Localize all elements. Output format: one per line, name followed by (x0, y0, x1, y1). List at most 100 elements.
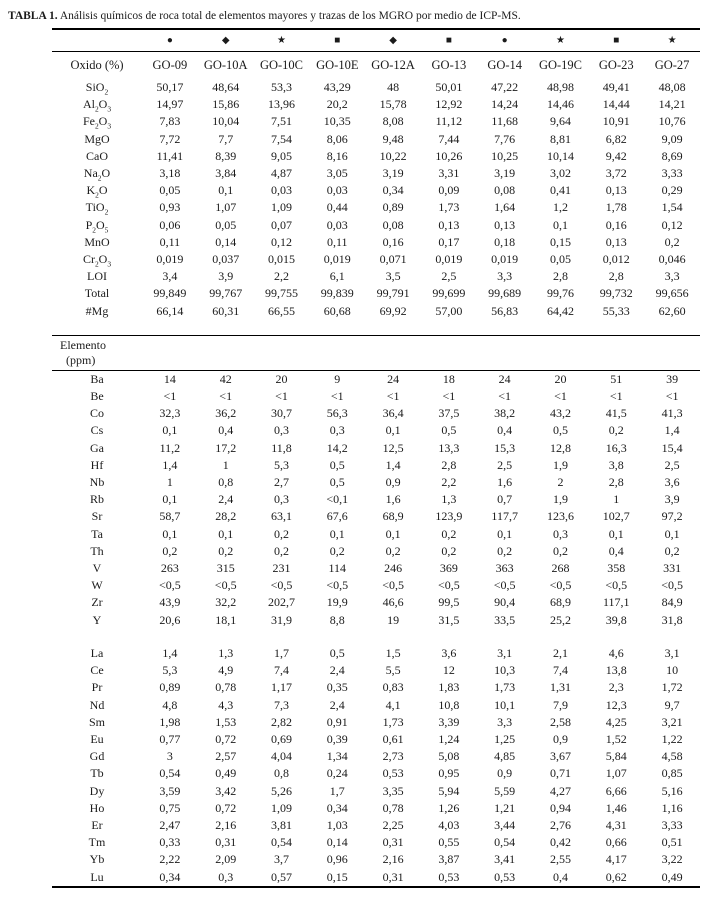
value-cell: 36,4 (382, 406, 404, 421)
value-cell: 11,41 (156, 148, 184, 163)
value-cell: 0,2 (162, 543, 178, 558)
value-cell: 0,41 (549, 183, 571, 198)
table-row: Y 20,6 18,1 31,9 8,8 19 31,5 33,5 25,2 39,8 31,8 (52, 612, 700, 629)
value-cell: 0,13 (494, 217, 516, 232)
value-cell: 0,83 (382, 680, 404, 695)
value-cell: 3,18 (159, 166, 181, 181)
value-cell: 4,1 (385, 697, 401, 712)
sample-symbol-icon: ● (476, 28, 533, 52)
table-row: Ce 5,3 4,9 7,4 2,4 5,5 12 10,3 7,4 13,8 10 (52, 662, 700, 679)
value-cell: <0,5 (493, 578, 516, 593)
value-cell: <0,5 (437, 578, 460, 593)
value-cell: 3,22 (661, 852, 683, 867)
table-row: Al2O3 14,97 15,86 13,96 20,2 15,78 12,92 14,24 1… (52, 96, 700, 113)
value-cell: 0,019 (491, 252, 519, 267)
value-cell: 1,34 (326, 749, 348, 764)
value-cell: 0,08 (494, 183, 516, 198)
value-cell: 84,9 (661, 595, 683, 610)
value-cell: 0,93 (159, 200, 181, 215)
row-label: Sr (91, 509, 103, 524)
value-cell: 9,7 (664, 697, 680, 712)
table-row: Lu 0,34 0,3 0,57 0,15 0,31 0,53 0,53 0,4 0,62 0,49 (52, 868, 700, 888)
table-row: Fe2O3 7,83 10,04 7,51 10,35 8,08 11,12 11,68 9,6… (52, 113, 700, 130)
value-cell: 3,9 (664, 492, 680, 507)
row-label: Co (89, 406, 104, 421)
sample-symbol-icon: ★ (253, 28, 310, 52)
value-cell: 41,3 (661, 406, 683, 421)
value-cell: 13,3 (438, 440, 460, 455)
value-cell: 2,16 (215, 817, 237, 832)
value-cell: <1 (163, 389, 177, 404)
value-cell: 0,7 (497, 492, 513, 507)
value-cell: 0,54 (159, 766, 181, 781)
table-row: Eu 0,77 0,72 0,69 0,39 0,61 1,24 1,25 0,9 1,52 1,2… (52, 731, 700, 748)
table-row: K2O 0,05 0,1 0,03 0,03 0,34 0,09 0,08 0,41 0,13 0,… (52, 182, 700, 199)
value-cell: 99,791 (376, 286, 410, 301)
value-cell: 30,7 (270, 406, 292, 421)
value-cell: 0,09 (438, 183, 460, 198)
value-cell: 0,18 (494, 234, 516, 249)
value-cell: 2,8 (441, 457, 457, 472)
value-cell: 3,8 (608, 457, 624, 472)
value-cell: 1,54 (661, 200, 683, 215)
value-cell: 3,7 (273, 852, 289, 867)
value-cell: 19,9 (326, 595, 348, 610)
value-cell: 1,3 (218, 645, 234, 660)
value-cell: 0,95 (438, 766, 460, 781)
table-row: Sr 58,7 28,2 63,1 67,6 68,9 123,9 117,7 123,6 102… (52, 508, 700, 525)
value-cell: 3,21 (661, 714, 683, 729)
value-cell: 1,16 (661, 800, 683, 815)
gap-cell (52, 629, 700, 645)
value-cell: 15,3 (494, 440, 516, 455)
value-cell: 10,8 (438, 697, 460, 712)
value-cell: 3,5 (385, 269, 401, 284)
value-cell: 0,1 (385, 423, 401, 438)
value-cell: 1,07 (605, 766, 627, 781)
value-cell: 0,12 (661, 217, 683, 232)
table-caption-text: Análisis químicos de roca total de eleme… (57, 10, 521, 22)
value-cell: 7,51 (270, 114, 292, 129)
value-cell: 36,2 (215, 406, 237, 421)
row-label: Nb (89, 475, 105, 490)
row-label: #Mg (85, 303, 109, 318)
value-cell: 4,17 (605, 852, 627, 867)
value-cell: 43,29 (323, 80, 351, 94)
table-row: Yb 2,22 2,09 3,7 0,96 2,16 3,87 3,41 2,55 4,17 3,2… (52, 851, 700, 868)
table-row: V 263 315 231 114 246 369 363 268 358 331 (52, 560, 700, 577)
column-header-sample: GO-09 (152, 58, 188, 72)
value-cell: 99,839 (320, 286, 354, 301)
row-label: Ga (90, 440, 104, 455)
value-cell: 5,3 (162, 663, 178, 678)
value-cell: 0,019 (435, 252, 463, 267)
value-cell: 0,53 (420, 868, 477, 888)
value-cell: 13,96 (267, 97, 295, 112)
row-label: Cs (90, 423, 104, 438)
value-cell: 0,91 (326, 714, 348, 729)
value-cell: 99,732 (599, 286, 633, 301)
value-cell: 1,83 (438, 680, 460, 695)
value-cell: 0,75 (159, 800, 181, 815)
value-cell: 41,5 (605, 406, 627, 421)
value-cell: 2,09 (215, 852, 237, 867)
value-cell: 0,42 (549, 835, 571, 850)
value-cell: 10,26 (435, 148, 463, 163)
table-row: SiO2 50,17 48,64 53,3 43,29 48 50,01 47,22 48,98… (52, 79, 700, 96)
value-cell: 3,4 (162, 269, 178, 284)
value-cell: 3,81 (270, 817, 292, 832)
value-cell: 0,39 (326, 731, 348, 746)
value-cell: 3,3 (664, 269, 680, 284)
table-row: MgO 7,72 7,7 7,54 8,06 9,48 7,44 7,76 8,81 6,82 9,… (52, 131, 700, 148)
value-cell: 2,4 (329, 663, 345, 678)
value-cell: 32,2 (215, 595, 237, 610)
value-cell: 2,82 (270, 714, 292, 729)
value-cell: 0,3 (197, 868, 254, 888)
value-cell: 4,58 (661, 749, 683, 764)
column-header-sample: GO-13 (431, 58, 467, 72)
value-cell: 2,4 (329, 697, 345, 712)
value-cell: 246 (384, 561, 403, 576)
value-cell: 4,31 (605, 817, 627, 832)
value-cell: 9,64 (549, 114, 571, 129)
value-cell: 102,7 (602, 509, 630, 524)
value-cell: 0,046 (658, 252, 686, 267)
value-cell: 0,3 (273, 492, 289, 507)
